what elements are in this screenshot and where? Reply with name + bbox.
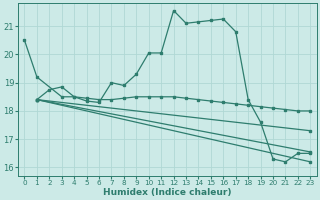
X-axis label: Humidex (Indice chaleur): Humidex (Indice chaleur) <box>103 188 232 197</box>
